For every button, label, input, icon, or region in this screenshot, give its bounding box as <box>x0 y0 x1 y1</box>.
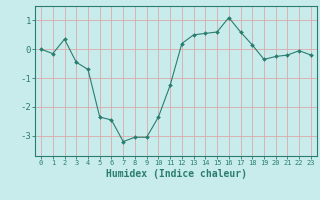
X-axis label: Humidex (Indice chaleur): Humidex (Indice chaleur) <box>106 169 246 179</box>
